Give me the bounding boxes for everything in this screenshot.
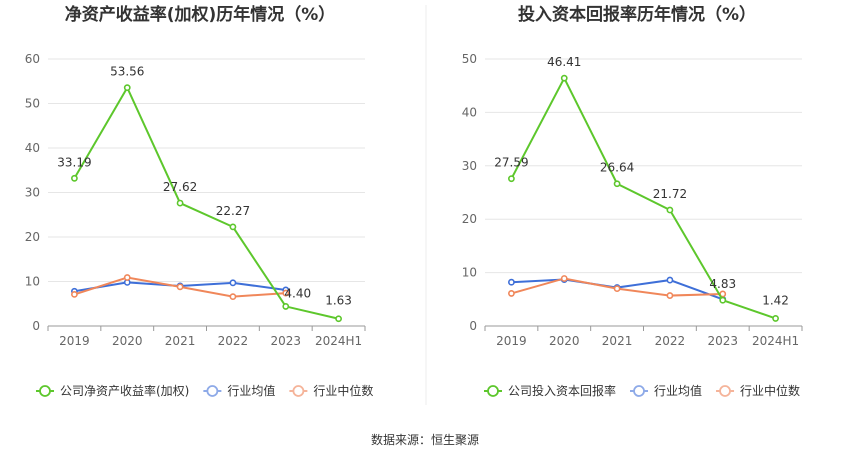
series-line-roic-0 (510, 75, 776, 320)
legend-label-roic-1[interactable]: 行业均值 (654, 383, 702, 398)
x-tick-label-roic-0: 2019 (496, 334, 527, 348)
x-tick-label-roic-3: 2022 (655, 334, 686, 348)
chart-roe: 净资产收益率(加权)历年情况（%） 0 10 20 30 40 50 60 2019 2020… (25, 4, 374, 398)
data-point-roic-0-1[interactable] (560, 74, 568, 82)
data-label-roic-5: 1.42 (762, 293, 789, 307)
data-label-roic-2: 26.64 (600, 161, 634, 175)
y-tick-label-roe-4: 40 (25, 141, 40, 155)
x-tick-label-roic-2: 2021 (602, 334, 633, 348)
y-tick-label-roic-3: 30 (462, 159, 477, 173)
legend-label-roe-2[interactable]: 行业中位数 (313, 383, 373, 398)
data-point-roic-2-2[interactable] (613, 285, 621, 293)
x-tick-label-roe-4: 2023 (270, 334, 301, 348)
data-point-roe-2-3[interactable] (229, 293, 237, 301)
x-tick-label-roe-5: 2024H1 (315, 334, 362, 348)
y-axis-roe: 0 10 20 30 40 50 60 (25, 52, 40, 333)
data-point-roic-0-3[interactable] (666, 206, 674, 214)
data-point-roe-2-2[interactable] (176, 283, 184, 291)
data-point-roic-1-0[interactable] (508, 278, 515, 286)
data-point-roe-0-5[interactable] (335, 315, 342, 323)
legend-swatch-marker-roic-2[interactable] (719, 385, 731, 397)
grid-roic (485, 58, 802, 274)
y-tick-label-roic-4: 40 (462, 105, 477, 119)
data-point-roic-0-0[interactable] (508, 175, 515, 183)
y-tick-label-roic-2: 20 (462, 212, 477, 226)
y-axis-roic: 0 10 20 30 40 50 (462, 52, 477, 333)
x-tick-label-roe-3: 2022 (218, 334, 249, 348)
data-point-roe-0-3[interactable] (229, 223, 237, 231)
x-tick-label-roic-4: 2023 (707, 334, 738, 348)
data-point-roe-0-4[interactable] (282, 303, 290, 310)
data-point-roic-1-3[interactable] (666, 276, 674, 284)
y-tick-label-roe-6: 60 (25, 52, 40, 66)
data-point-roic-2-3[interactable] (666, 292, 674, 299)
chart-title-roe: 净资产收益率(加权)历年情况（%） (65, 4, 336, 25)
x-tick-label-roe-0: 2019 (59, 334, 90, 348)
data-label-roic-1: 46.41 (547, 55, 581, 69)
legend-swatch-marker-roic-1[interactable] (633, 385, 645, 397)
legend-swatch-marker-roe-2[interactable] (292, 385, 305, 397)
x-axis-roic: 2019 2020 2021 2022 2023 2024H1 (484, 325, 803, 348)
data-source: 数据来源：恒生聚源 (371, 432, 479, 447)
y-tick-label-roe-5: 50 (25, 97, 40, 111)
data-point-roe-2-0[interactable] (71, 291, 78, 298)
grid-roe (48, 58, 365, 282)
data-label-roe-4: 4.40 (284, 286, 311, 300)
x-tick-label-roe-1: 2020 (112, 334, 143, 348)
data-point-roe-0-0[interactable] (71, 174, 78, 182)
x-axis-roe: 2019 2020 2021 2022 2023 2024H1 (47, 325, 366, 348)
legend-label-roe-0[interactable]: 公司净资产收益率(加权) (60, 383, 189, 398)
chart-title-roic: 投入资本回报率历年情况（%） (518, 4, 756, 25)
y-tick-label-roic-1: 10 (462, 266, 477, 280)
legend-roic: 公司投入资本回报率 行业均值 行业中位数 (484, 383, 800, 398)
y-tick-label-roic-0: 0 (469, 319, 477, 333)
data-point-roic-2-1[interactable] (560, 275, 568, 282)
legend-swatch-marker-roe-1[interactable] (206, 385, 219, 397)
y-tick-label-roe-3: 30 (25, 186, 40, 200)
data-label-roic-0: 27.59 (494, 156, 528, 170)
data-label-roe-0: 33.19 (57, 155, 91, 169)
legend-label-roic-2[interactable]: 行业中位数 (740, 383, 800, 398)
x-tick-label-roic-1: 2020 (549, 334, 580, 348)
data-point-roe-1-3[interactable] (229, 279, 237, 287)
data-point-roe-0-2[interactable] (176, 199, 184, 207)
y-tick-label-roe-1: 10 (25, 275, 40, 289)
legend-swatch-marker-roic-0[interactable] (487, 385, 499, 397)
data-point-roic-2-0[interactable] (508, 290, 515, 297)
data-point-roic-0-4[interactable] (719, 296, 727, 304)
legend-label-roe-1[interactable]: 行业均值 (227, 383, 275, 398)
data-label-roe-3: 22.27 (216, 204, 250, 218)
series-roe: 33.19 53.56 27.62 22.27 4.40 1.63 (57, 65, 352, 323)
data-point-roe-2-4[interactable] (282, 289, 290, 297)
y-tick-label-roe-0: 0 (32, 319, 40, 333)
series-line-roe-0 (73, 85, 339, 320)
data-label-roic-4: 4.83 (709, 277, 736, 291)
data-point-roe-2-1[interactable] (123, 274, 131, 281)
data-point-roic-0-5[interactable] (772, 315, 779, 322)
data-point-roe-0-1[interactable] (123, 84, 131, 92)
x-tick-label-roic-5: 2024H1 (752, 334, 799, 348)
y-tick-label-roe-2: 20 (25, 230, 40, 244)
data-label-roe-1: 53.56 (110, 65, 144, 79)
legend-swatch-marker-roe-0[interactable] (39, 385, 51, 397)
data-label-roe-5: 1.63 (325, 294, 352, 308)
legend-label-roic-0[interactable]: 公司投入资本回报率 (508, 383, 616, 398)
legend-roe: 公司净资产收益率(加权) 行业均值 行业中位数 (36, 383, 373, 398)
y-tick-label-roic-5: 50 (462, 52, 477, 66)
x-tick-label-roe-2: 2021 (165, 334, 196, 348)
series-roic: 27.59 46.41 26.64 21.72 4.83 1.42 (494, 55, 789, 322)
data-label-roic-3: 21.72 (653, 187, 687, 201)
data-label-roe-2: 27.62 (163, 180, 197, 194)
data-point-roic-0-2[interactable] (613, 180, 621, 188)
